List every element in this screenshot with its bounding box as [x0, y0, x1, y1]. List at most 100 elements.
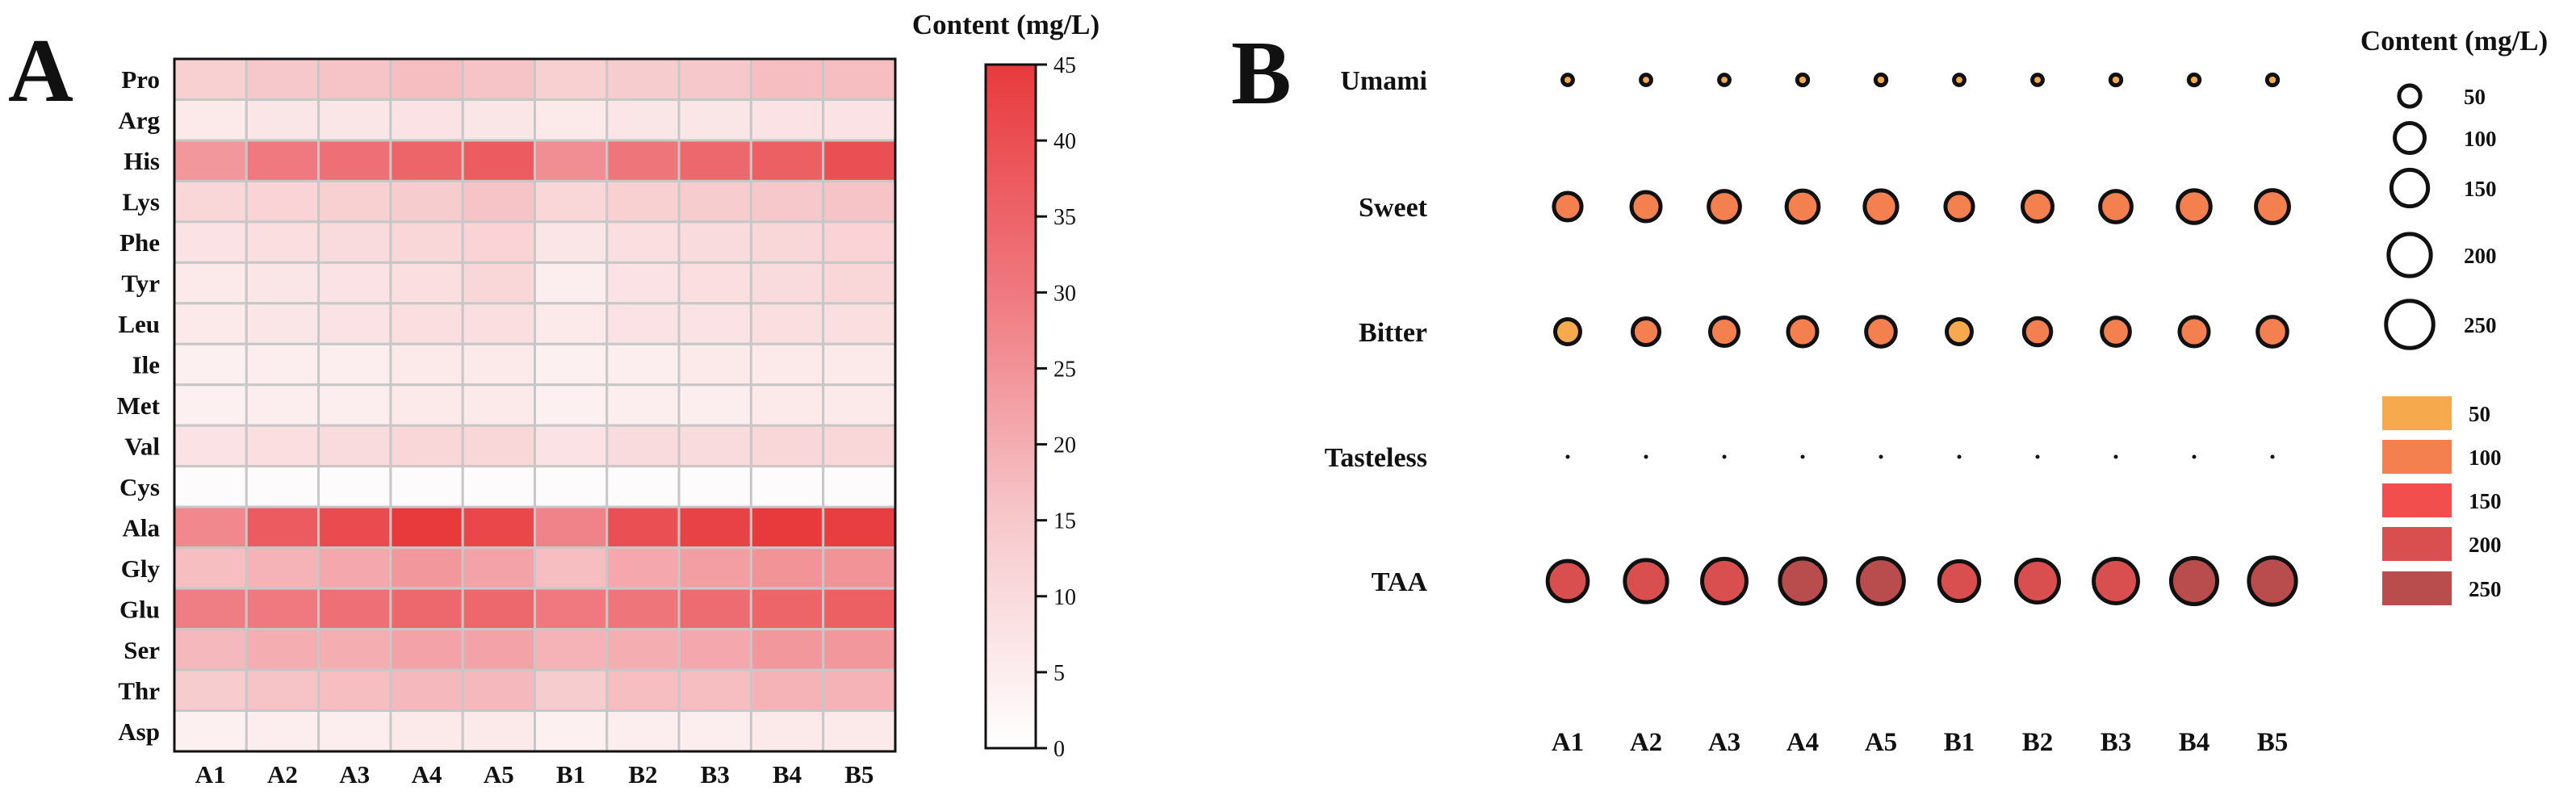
bubble-point — [1862, 188, 1900, 225]
heatmap-cell — [822, 546, 897, 590]
heatmap-cell — [822, 465, 897, 508]
bubble-point — [1639, 73, 1653, 87]
heatmap-cell — [605, 628, 681, 671]
size-legend-label: 150 — [2464, 177, 2497, 201]
heatmap-cell — [605, 709, 681, 753]
heatmap-cell — [317, 587, 392, 631]
heatmap-cell — [749, 546, 825, 590]
heatmap-column-label: B1 — [556, 760, 585, 789]
bubble-row-label: Sweet — [1359, 193, 1428, 223]
bubble-point — [1644, 454, 1648, 459]
heatmap-row-label: Ile — [132, 351, 160, 379]
heatmap-cell — [317, 98, 392, 142]
heatmap-row-label: Tyr — [121, 270, 160, 298]
heatmap-cell — [245, 179, 320, 224]
heatmap-cell — [749, 179, 825, 224]
heatmap-cell — [317, 424, 392, 468]
bubble-point — [2270, 454, 2275, 459]
colorbar-tick-label: 10 — [1053, 585, 1076, 610]
heatmap-cell — [822, 709, 897, 753]
heatmap-cell — [749, 505, 825, 550]
heatmap-cell — [605, 57, 681, 101]
color-legend-label: 150 — [2469, 489, 2502, 513]
heatmap-cell — [749, 98, 825, 142]
bubble-point — [2014, 558, 2061, 604]
colorbar-tick-label: 15 — [1053, 509, 1076, 534]
bubble-row-label: TAA — [1372, 567, 1428, 597]
heatmap-cell — [822, 302, 897, 345]
heatmap-cell — [677, 628, 752, 671]
bubble-column-labels: A1 A2 A3 A4 A5 B1 B2 B3 B4 B5 — [1552, 728, 2288, 757]
heatmap-cell — [605, 261, 681, 305]
heatmap-cell — [822, 505, 897, 550]
heatmap-cell — [389, 628, 464, 671]
heatmap-row-label: Gly — [121, 554, 161, 583]
color-legend: 50 100 150 200 250 — [2382, 396, 2502, 605]
heatmap-cell — [677, 709, 752, 753]
heatmap-cell — [317, 57, 392, 101]
heatmap-cell — [389, 424, 464, 468]
heatmap-cell — [173, 342, 248, 387]
heatmap-cell — [605, 424, 681, 468]
heatmap-cell — [317, 302, 392, 345]
heatmap-cell — [749, 465, 825, 508]
heatmap-cell — [173, 546, 248, 590]
bubble-column-label: A5 — [1865, 728, 1897, 757]
heatmap-cell — [245, 668, 320, 713]
bubble-point — [1545, 558, 1590, 604]
heatmap-cell — [822, 424, 897, 468]
heatmap-cell — [461, 302, 537, 345]
heatmap-cell — [534, 546, 609, 590]
heatmap-cell — [749, 383, 825, 427]
heatmap-cell — [534, 57, 609, 101]
bubble-point — [1795, 72, 1811, 88]
heatmap-cell — [822, 179, 897, 224]
heatmap-cell — [677, 668, 752, 713]
size-legend-label: 250 — [2464, 313, 2497, 337]
heatmap-cell — [389, 383, 464, 427]
heatmap-cell — [822, 342, 897, 387]
bubble-point — [1623, 558, 1669, 604]
heatmap-cell — [389, 179, 464, 224]
heatmap-cell — [173, 628, 248, 671]
size-legend-circle — [2384, 299, 2436, 350]
bubble-point — [1786, 315, 1820, 349]
colorbar-tick-label: 20 — [1053, 433, 1076, 458]
heatmap-cell — [461, 179, 537, 224]
heatmap-cell — [534, 261, 609, 305]
heatmap-cell — [822, 628, 897, 671]
bubble-column-label: B5 — [2257, 728, 2289, 757]
heatmap-cell — [749, 220, 825, 264]
colorbar-tick-label: 25 — [1053, 357, 1076, 382]
heatmap-panel: A Pro Arg His Lys Phe Tyr Leu Ile Met Val Cys Ala Gl… — [8, 9, 1100, 789]
bubble-point — [1707, 189, 1742, 224]
bubble-point — [1800, 454, 1805, 459]
heatmap-cell — [534, 302, 609, 345]
heatmap-cell — [173, 505, 248, 550]
heatmap-row-label: Met — [117, 391, 161, 420]
heatmap-cell — [461, 709, 537, 753]
bubble-point — [2168, 555, 2220, 607]
heatmap-cell — [461, 587, 537, 631]
heatmap-row-label: Cys — [119, 473, 160, 501]
heatmap-cell — [605, 302, 681, 345]
bubble-point — [2247, 555, 2298, 607]
heatmap-cell — [534, 220, 609, 264]
bubble-point — [1856, 556, 1906, 606]
color-legend-label: 200 — [2469, 533, 2502, 557]
heatmap-cell — [677, 57, 752, 101]
bubble-column-label: A4 — [1786, 728, 1819, 757]
heatmap-border — [173, 57, 897, 753]
heatmap-cell — [749, 261, 825, 305]
heatmap-cell — [245, 424, 320, 468]
heatmap-cell — [534, 179, 609, 224]
heatmap-cell — [173, 261, 248, 305]
colorbar-tick-label: 45 — [1053, 53, 1076, 78]
bubble-row-labels: Umami Sweet Bitter Tasteless TAA — [1325, 66, 1428, 597]
heatmap-cell — [461, 383, 537, 427]
heatmap-row-label: His — [124, 147, 160, 175]
heatmap-cell — [173, 587, 248, 631]
heatmap-column-label: A4 — [412, 760, 442, 789]
bubble-point — [1565, 454, 1570, 459]
